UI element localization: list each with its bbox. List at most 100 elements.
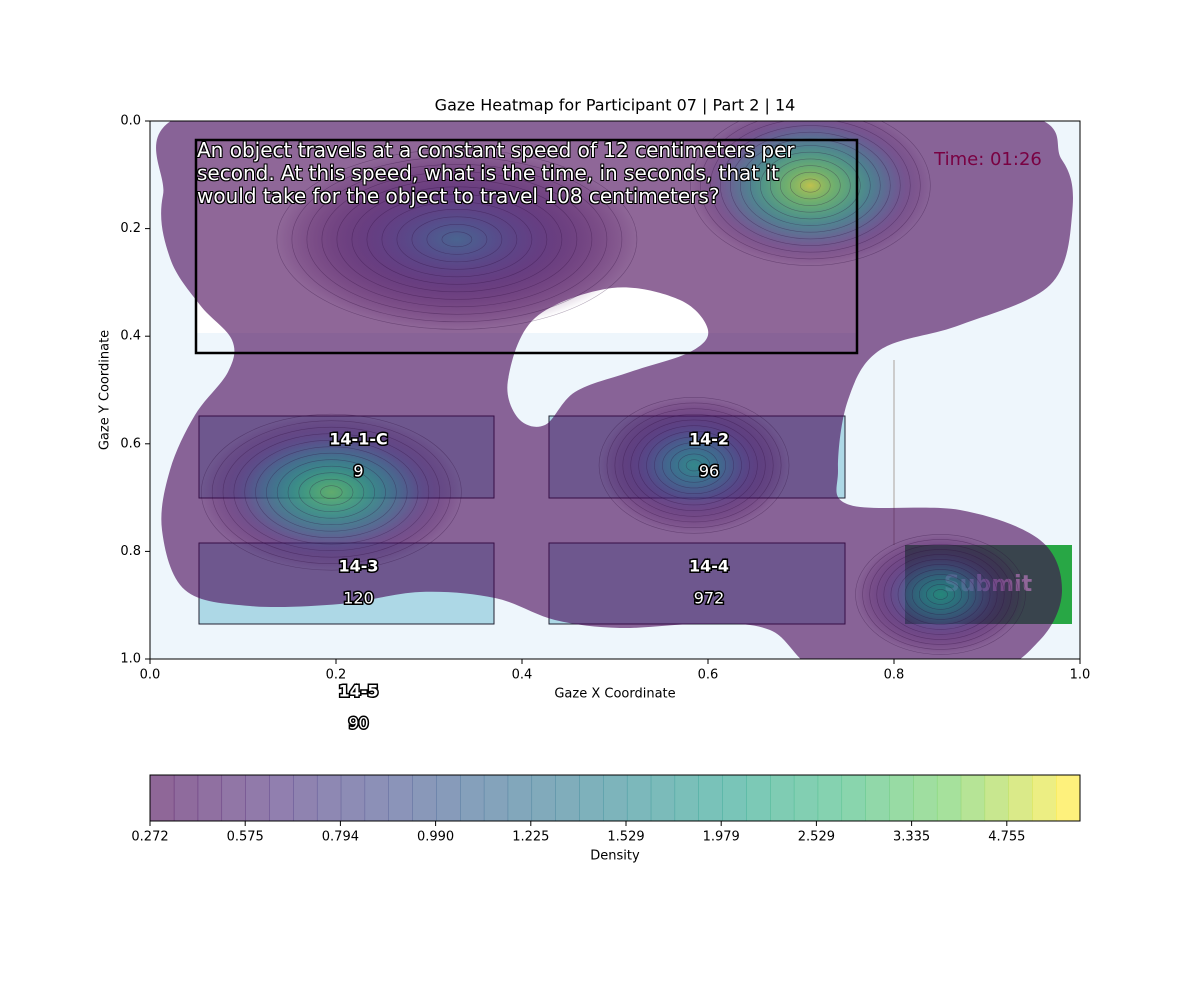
- contour-line: [862, 539, 1019, 650]
- colorbar-tick-label: 1.225: [512, 830, 549, 845]
- option-answer: 90: [348, 714, 368, 733]
- density-peak: [599, 397, 790, 534]
- contour-line: [904, 569, 977, 620]
- contour-line: [321, 171, 593, 308]
- contour-line: [662, 442, 727, 489]
- contour-line: [876, 549, 1005, 640]
- density-peak: [690, 121, 931, 266]
- colorbar-band: [1008, 775, 1033, 821]
- colorbar-band: [555, 775, 580, 821]
- y-tick-label: 0.8: [120, 544, 141, 559]
- contour-line: [366, 194, 548, 285]
- colorbar-band: [936, 775, 962, 821]
- y-tick-label: 1.0: [120, 652, 141, 667]
- option-id: 14-5: [338, 682, 378, 701]
- contour-line: [799, 178, 821, 193]
- contour-line: [276, 149, 638, 330]
- contour-line: [700, 121, 921, 260]
- contour-line: [276, 459, 386, 526]
- contour-line: [897, 564, 984, 625]
- colorbar-label: Density: [590, 849, 640, 864]
- contour-line: [291, 156, 623, 323]
- colorbar-tick-label: 4.755: [988, 830, 1025, 845]
- contour-line: [381, 201, 533, 278]
- colorbar-band: [793, 775, 819, 821]
- x-tick-label: 0.6: [698, 668, 719, 683]
- colorbar-band: [889, 775, 914, 821]
- x-tick-label: 1.0: [1070, 668, 1091, 683]
- colorbar-band: [507, 775, 533, 821]
- colorbar-band: [626, 775, 652, 821]
- colorbar-band: [698, 775, 723, 821]
- contour-line: [926, 584, 955, 605]
- contour-line: [222, 426, 440, 558]
- colorbar-band: [674, 775, 699, 821]
- density-peak: [855, 534, 1026, 655]
- chart-title: Gaze Heatmap for Participant 07 | Part 2…: [435, 96, 796, 115]
- contour-line: [622, 414, 766, 517]
- contour-line: [336, 179, 578, 300]
- colorbar-tick-label: 1.529: [607, 830, 644, 845]
- option-answer: 9: [353, 462, 363, 481]
- contour-line: [779, 165, 841, 206]
- colorbar-band: [460, 775, 485, 821]
- colorbar-band: [650, 775, 676, 821]
- contour-line: [729, 131, 891, 240]
- contour-line: [769, 158, 851, 213]
- colorbar-band: [603, 775, 628, 821]
- x-axis-label: Gaze X Coordinate: [554, 687, 675, 702]
- contour-line: [789, 171, 831, 200]
- option-id: 14-2: [689, 430, 729, 449]
- x-tick-label: 0.0: [140, 668, 161, 683]
- contour-line: [298, 472, 365, 513]
- contour-line: [759, 151, 861, 220]
- colorbar-band: [150, 775, 175, 821]
- contour-line: [719, 125, 901, 246]
- colorbar-band: [269, 775, 294, 821]
- contour-line: [869, 544, 1012, 645]
- contour-line: [710, 121, 911, 253]
- colorbar-tick-label: 1.979: [703, 830, 740, 845]
- colorbar-band: [388, 775, 413, 821]
- option-answer: 96: [699, 462, 719, 481]
- contour-line: [306, 164, 608, 315]
- contour-line: [320, 485, 343, 500]
- y-tick-label: 0.4: [120, 329, 141, 344]
- contour-line: [638, 425, 750, 506]
- contour-line: [855, 534, 1026, 655]
- contour-line: [396, 209, 518, 270]
- x-tick-label: 0.4: [512, 668, 533, 683]
- density-peak: [276, 149, 637, 330]
- option-id: 14-1-C: [329, 430, 387, 449]
- colorbar-band: [173, 775, 199, 821]
- colorbar-band: [841, 775, 866, 821]
- question-box: [194, 138, 859, 355]
- colorbar-band: [1056, 775, 1081, 821]
- colorbar-band: [770, 775, 795, 821]
- colorbar-band: [913, 775, 938, 821]
- y-tick-label: 0.0: [120, 114, 141, 129]
- contour-line: [351, 186, 563, 293]
- contour-line: [606, 402, 782, 528]
- contour-line: [309, 478, 354, 506]
- contour-line: [244, 439, 419, 545]
- contour-line: [654, 436, 734, 494]
- contour-line: [441, 231, 473, 248]
- contour-line: [598, 397, 790, 534]
- colorbar-band: [984, 775, 1009, 821]
- contour-line: [918, 579, 963, 610]
- contour-line: [669, 448, 719, 483]
- colorbar-tick-label: 2.529: [798, 830, 835, 845]
- colorbar-band: [531, 775, 556, 821]
- contour-line: [233, 433, 430, 552]
- y-tick-label: 0.6: [120, 436, 141, 451]
- contour-line: [287, 465, 375, 519]
- question-text: An object travels at a constant speed of…: [197, 138, 795, 208]
- colorbar-band: [412, 775, 437, 821]
- colorbar-band: [245, 775, 270, 821]
- contour-line: [201, 413, 462, 571]
- colorbar-frame: [149, 774, 1081, 822]
- colorbar-band: [817, 775, 843, 821]
- option-answer: 120: [343, 589, 374, 608]
